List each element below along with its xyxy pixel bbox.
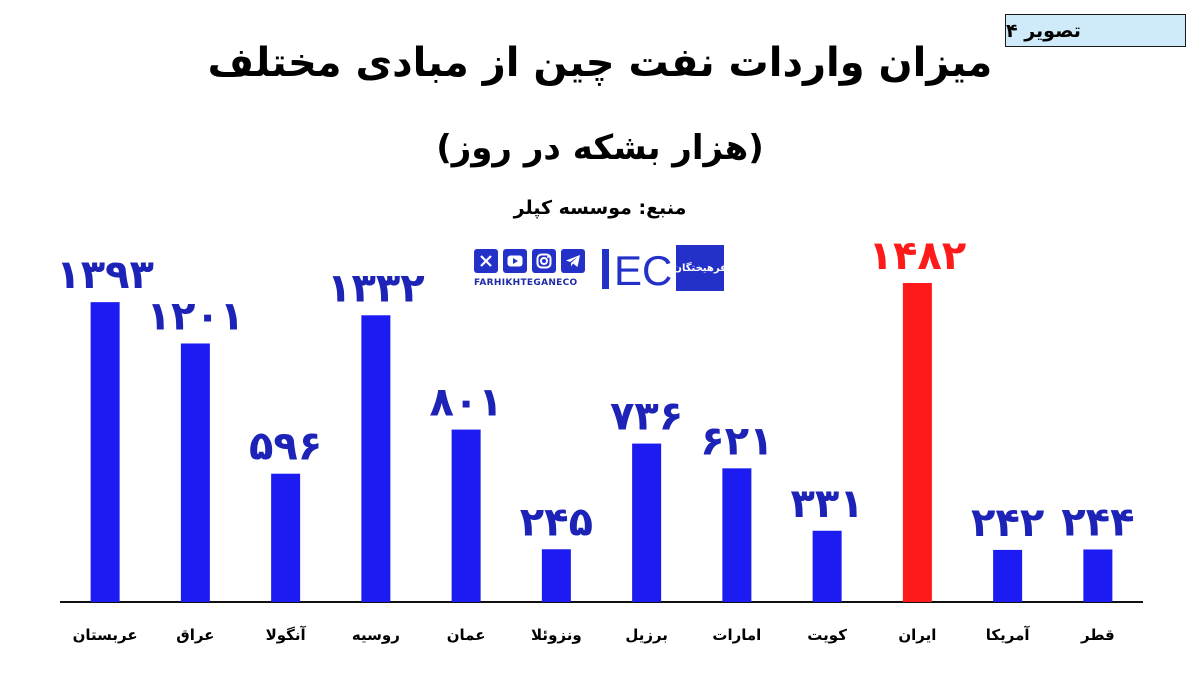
value-label-6: ۷۳۶	[610, 394, 683, 440]
x-icon	[474, 249, 498, 273]
category-label-10: آمریکا	[986, 626, 1031, 644]
bar-1	[180, 343, 210, 602]
brand-url: FARHIKHTEGANECO	[474, 278, 578, 288]
bar-7	[722, 468, 752, 602]
category-label-1: عراق	[176, 626, 214, 644]
value-label-8: ۳۳۱	[791, 481, 864, 527]
instagram-icon	[532, 249, 556, 273]
category-label-0: عربستان	[73, 626, 138, 644]
ec-logo: EC	[602, 247, 672, 291]
telegram-icon	[561, 249, 585, 273]
category-label-8: کویت	[807, 626, 847, 644]
category-label-5: ونزوئلا	[531, 626, 582, 644]
bar-11	[1083, 549, 1113, 602]
value-label-10: ۲۴۲	[971, 500, 1044, 546]
value-label-2: ۵۹۶	[249, 424, 322, 470]
category-label-3: روسیه	[352, 626, 400, 644]
source-note: منبع: موسسه کپلر	[513, 197, 687, 219]
bar-10	[993, 549, 1023, 602]
value-label-5: ۲۴۵	[520, 499, 593, 545]
category-label-9: ایران	[898, 626, 936, 644]
bar-0	[90, 302, 120, 602]
bar-8	[812, 530, 842, 602]
value-label-3: ۱۳۳۲	[327, 265, 425, 311]
brand-badge: فرهیختگان	[673, 245, 727, 291]
bar-6	[632, 443, 662, 602]
value-label-1: ۱۲۰۱	[147, 293, 245, 339]
category-label-4: عمان	[447, 626, 486, 644]
youtube-icon	[503, 249, 527, 273]
bar-5	[541, 549, 571, 602]
bar-2	[271, 473, 301, 602]
chart-subtitle: (هزار بشکه در روز)	[436, 128, 764, 168]
chart-title: میزان واردات نفت چین از مبادی مختلف	[207, 40, 993, 86]
brand-logo: FARHIKHTEGANECO EC فرهیختگان	[474, 245, 727, 293]
ec-text: EC	[614, 247, 672, 291]
figure-label: تصویر ۴	[1005, 14, 1186, 47]
category-label-2: آنگولا	[266, 626, 307, 644]
value-label-0: ۱۳۹۳	[56, 252, 154, 298]
value-label-4: ۸۰۱	[430, 380, 503, 426]
category-label-6: برزیل	[625, 626, 668, 644]
category-label-7: امارات	[712, 626, 761, 644]
value-label-9: ۱۴۸۲	[869, 233, 967, 279]
category-label-11: قطر	[1080, 626, 1115, 644]
bar-4	[451, 429, 481, 602]
bar-3	[361, 315, 391, 602]
bar-9	[902, 283, 932, 602]
value-label-11: ۲۴۴	[1061, 499, 1134, 545]
social-icons	[474, 249, 585, 273]
value-label-7: ۶۲۱	[700, 418, 773, 464]
